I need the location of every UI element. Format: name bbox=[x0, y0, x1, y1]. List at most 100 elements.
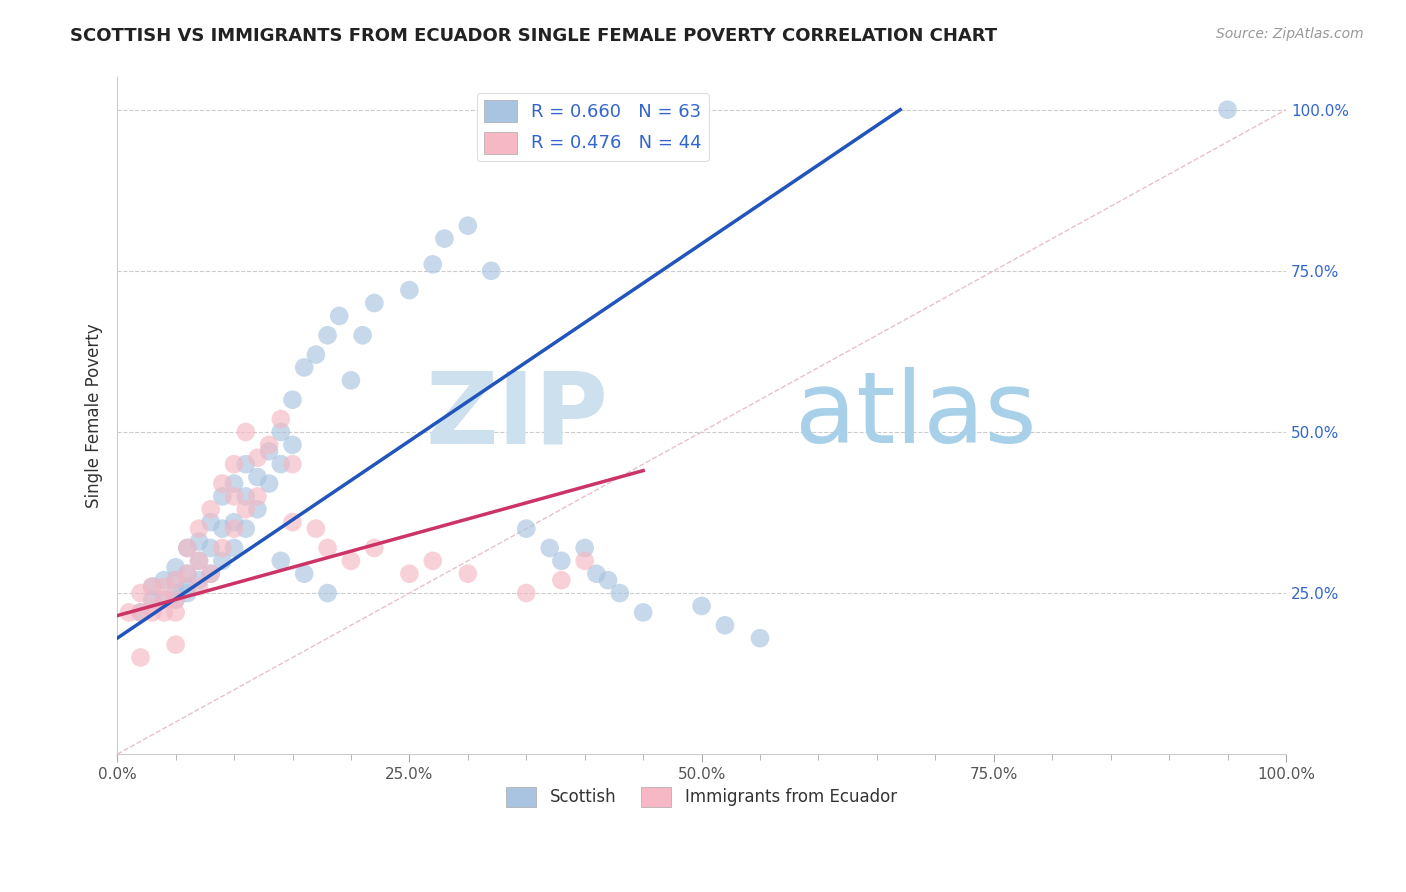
Point bbox=[153, 592, 176, 607]
Point bbox=[574, 554, 596, 568]
Text: ZIP: ZIP bbox=[425, 368, 607, 465]
Point bbox=[141, 606, 163, 620]
Point bbox=[292, 360, 315, 375]
Point bbox=[257, 476, 280, 491]
Point bbox=[188, 573, 211, 587]
Point bbox=[129, 650, 152, 665]
Point bbox=[188, 534, 211, 549]
Text: Source: ZipAtlas.com: Source: ZipAtlas.com bbox=[1216, 27, 1364, 41]
Point bbox=[690, 599, 713, 613]
Point bbox=[457, 219, 479, 233]
Point bbox=[596, 573, 619, 587]
Point bbox=[749, 631, 772, 645]
Point bbox=[176, 541, 198, 555]
Point bbox=[246, 502, 269, 516]
Point bbox=[292, 566, 315, 581]
Point bbox=[165, 638, 187, 652]
Point bbox=[211, 522, 233, 536]
Point bbox=[340, 554, 363, 568]
Point bbox=[305, 348, 328, 362]
Point bbox=[316, 541, 339, 555]
Point bbox=[153, 606, 176, 620]
Point bbox=[422, 257, 444, 271]
Point bbox=[165, 573, 187, 587]
Point bbox=[550, 573, 572, 587]
Point bbox=[176, 580, 198, 594]
Point bbox=[352, 328, 374, 343]
Point bbox=[176, 586, 198, 600]
Point bbox=[538, 541, 561, 555]
Point bbox=[200, 566, 222, 581]
Point bbox=[270, 554, 292, 568]
Point bbox=[188, 554, 211, 568]
Point bbox=[222, 489, 245, 503]
Point bbox=[188, 580, 211, 594]
Point bbox=[235, 457, 257, 471]
Text: SCOTTISH VS IMMIGRANTS FROM ECUADOR SINGLE FEMALE POVERTY CORRELATION CHART: SCOTTISH VS IMMIGRANTS FROM ECUADOR SING… bbox=[70, 27, 997, 45]
Point bbox=[153, 592, 176, 607]
Point bbox=[165, 560, 187, 574]
Point bbox=[211, 554, 233, 568]
Point bbox=[246, 470, 269, 484]
Point bbox=[574, 541, 596, 555]
Point bbox=[211, 541, 233, 555]
Point bbox=[153, 573, 176, 587]
Point bbox=[270, 412, 292, 426]
Point bbox=[176, 541, 198, 555]
Point bbox=[714, 618, 737, 632]
Point bbox=[328, 309, 350, 323]
Point bbox=[211, 476, 233, 491]
Legend: Scottish, Immigrants from Ecuador: Scottish, Immigrants from Ecuador bbox=[499, 780, 904, 814]
Point bbox=[222, 457, 245, 471]
Point bbox=[515, 586, 537, 600]
Point bbox=[631, 606, 654, 620]
Point bbox=[222, 515, 245, 529]
Point bbox=[281, 392, 304, 407]
Point bbox=[200, 541, 222, 555]
Point bbox=[211, 489, 233, 503]
Point bbox=[129, 586, 152, 600]
Point bbox=[609, 586, 631, 600]
Point bbox=[270, 457, 292, 471]
Point bbox=[433, 231, 456, 245]
Point bbox=[129, 606, 152, 620]
Point bbox=[515, 522, 537, 536]
Point bbox=[141, 599, 163, 613]
Point bbox=[176, 566, 198, 581]
Point bbox=[246, 450, 269, 465]
Point bbox=[222, 541, 245, 555]
Point bbox=[585, 566, 607, 581]
Point bbox=[165, 592, 187, 607]
Point bbox=[141, 592, 163, 607]
Point bbox=[235, 425, 257, 439]
Point bbox=[363, 296, 385, 310]
Point bbox=[200, 502, 222, 516]
Point bbox=[188, 522, 211, 536]
Point bbox=[165, 606, 187, 620]
Point bbox=[235, 489, 257, 503]
Point bbox=[363, 541, 385, 555]
Point bbox=[222, 476, 245, 491]
Point bbox=[281, 438, 304, 452]
Point bbox=[188, 554, 211, 568]
Point bbox=[235, 502, 257, 516]
Point bbox=[165, 592, 187, 607]
Point bbox=[176, 566, 198, 581]
Point bbox=[141, 580, 163, 594]
Point bbox=[257, 444, 280, 458]
Point bbox=[398, 566, 420, 581]
Point bbox=[129, 606, 152, 620]
Point bbox=[479, 264, 502, 278]
Point bbox=[222, 522, 245, 536]
Point bbox=[422, 554, 444, 568]
Point bbox=[316, 328, 339, 343]
Point bbox=[118, 606, 141, 620]
Point bbox=[316, 586, 339, 600]
Point bbox=[235, 522, 257, 536]
Point bbox=[281, 457, 304, 471]
Point bbox=[257, 438, 280, 452]
Point bbox=[340, 373, 363, 387]
Point bbox=[141, 580, 163, 594]
Text: atlas: atlas bbox=[794, 368, 1036, 465]
Point bbox=[246, 489, 269, 503]
